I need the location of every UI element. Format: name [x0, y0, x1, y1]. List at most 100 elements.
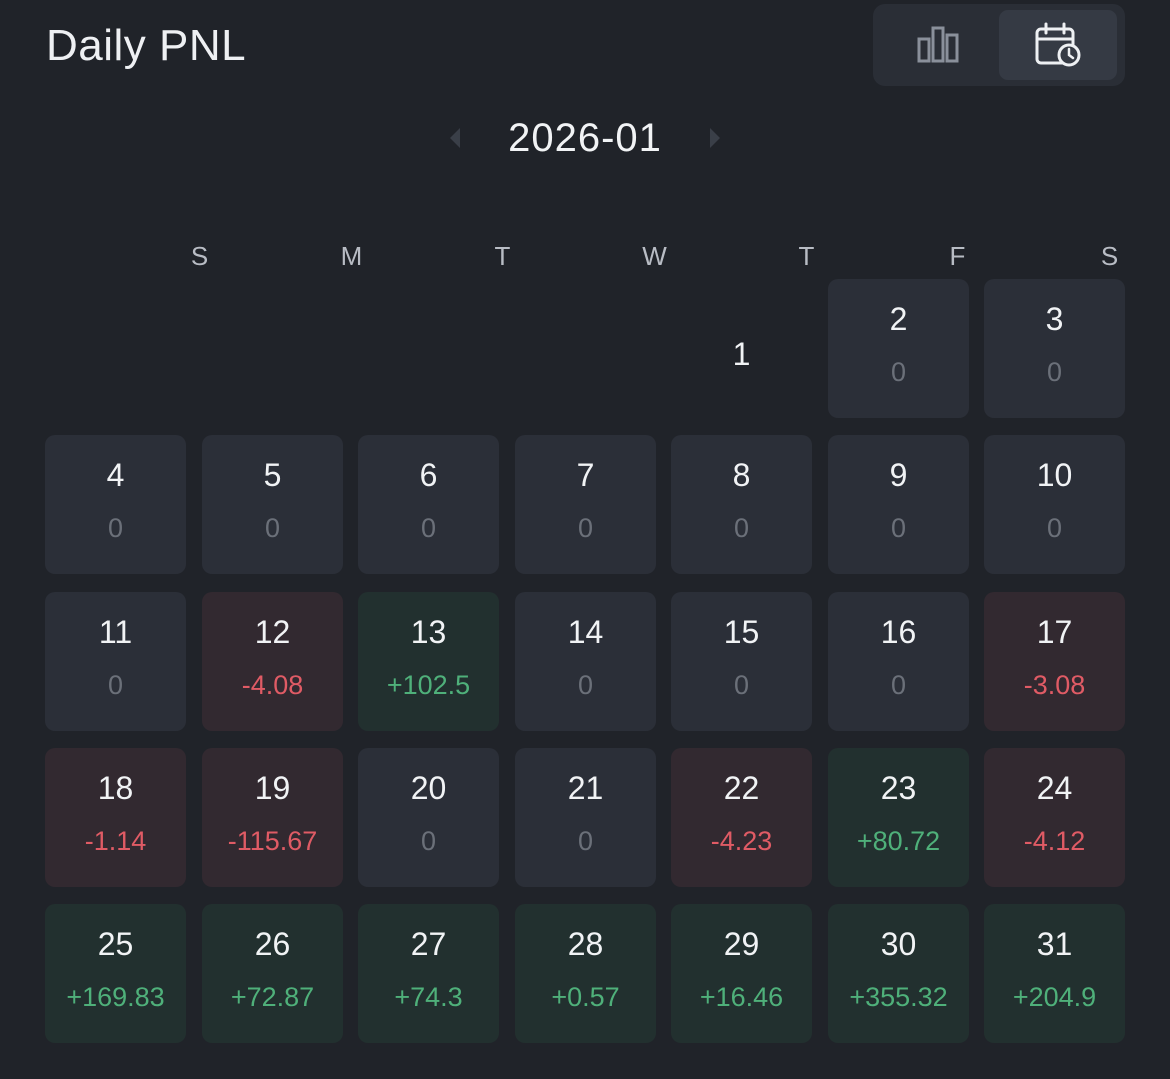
day-cell-24[interactable]: 24 -4.12	[984, 748, 1125, 887]
day-pnl-value: 0	[420, 513, 437, 543]
day-number: 19	[254, 770, 291, 806]
day-pnl-value: 0	[264, 513, 281, 543]
day-number: 14	[567, 614, 604, 650]
day-number: 25	[97, 926, 134, 962]
calendar-view-button[interactable]	[999, 10, 1117, 80]
month-navigator: 2026-01	[0, 110, 1170, 166]
weekday-wednesday: W	[642, 241, 667, 271]
day-cell-12[interactable]: 12 -4.08	[202, 592, 343, 731]
day-number: 3	[1045, 301, 1064, 337]
day-cell-22[interactable]: 22 -4.23	[671, 748, 812, 887]
weekday-sunday: S	[190, 241, 209, 271]
day-pnl-value: 0	[107, 670, 124, 700]
page-title: Daily PNL	[46, 21, 247, 70]
day-cell-20[interactable]: 20 0	[358, 748, 499, 887]
chart-view-button[interactable]	[879, 10, 997, 80]
day-cell-13[interactable]: 13 +102.5	[358, 592, 499, 731]
day-cell-1[interactable]: 1	[671, 279, 812, 418]
day-cell-19[interactable]: 19 -115.67	[202, 748, 343, 887]
day-pnl-value: -4.12	[1023, 826, 1086, 856]
day-cell-29[interactable]: 29 +16.46	[671, 904, 812, 1043]
day-number: 21	[567, 770, 604, 806]
day-pnl-value: -1.14	[84, 826, 147, 856]
day-number: 1	[732, 336, 751, 372]
day-number: 10	[1036, 457, 1073, 493]
day-cell-16[interactable]: 16 0	[828, 592, 969, 731]
day-number: 17	[1036, 614, 1073, 650]
view-toggle	[873, 4, 1125, 86]
day-number: 15	[723, 614, 760, 650]
day-pnl-value: -4.23	[710, 826, 773, 856]
weekday-monday: M	[340, 241, 363, 271]
prev-month-button[interactable]	[446, 126, 462, 150]
day-cell-18[interactable]: 18 -1.14	[45, 748, 186, 887]
weekday-tuesday: T	[494, 241, 511, 271]
day-pnl-value: 0	[890, 357, 907, 387]
weekday-thursday: T	[798, 241, 815, 271]
weekday-saturday: S	[1100, 241, 1119, 271]
day-pnl-value: -115.67	[227, 826, 318, 856]
day-pnl-value: 0	[1046, 513, 1063, 543]
day-pnl-value: +0.57	[551, 982, 620, 1012]
day-pnl-value: 0	[577, 513, 594, 543]
day-pnl-value: +169.83	[66, 982, 165, 1012]
day-pnl-value: 0	[890, 670, 907, 700]
day-cell-21[interactable]: 21 0	[515, 748, 656, 887]
day-cell-27[interactable]: 27 +74.3	[358, 904, 499, 1043]
day-cell-15[interactable]: 15 0	[671, 592, 812, 731]
chevron-right-icon	[710, 128, 720, 148]
day-pnl-value: -3.08	[1023, 670, 1086, 700]
day-pnl-value: 0	[733, 670, 750, 700]
day-number: 13	[410, 614, 447, 650]
day-number: 28	[567, 926, 604, 962]
day-cell-17[interactable]: 17 -3.08	[984, 592, 1125, 731]
day-pnl-value: +74.3	[394, 982, 463, 1012]
day-number: 29	[723, 926, 760, 962]
day-number: 7	[576, 457, 595, 493]
day-cell-26[interactable]: 26 +72.87	[202, 904, 343, 1043]
day-cell-28[interactable]: 28 +0.57	[515, 904, 656, 1043]
day-cell-30[interactable]: 30 +355.32	[828, 904, 969, 1043]
day-pnl-value: +102.5	[386, 670, 471, 700]
next-month-button[interactable]	[708, 126, 724, 150]
day-pnl-value: 0	[733, 513, 750, 543]
day-cell-10[interactable]: 10 0	[984, 435, 1125, 574]
day-number: 26	[254, 926, 291, 962]
calendar-clock-icon	[1035, 22, 1081, 67]
day-cell-31[interactable]: 31 +204.9	[984, 904, 1125, 1043]
day-number: 27	[410, 926, 447, 962]
day-number: 24	[1036, 770, 1073, 806]
day-cell-25[interactable]: 25 +169.83	[45, 904, 186, 1043]
day-number: 23	[880, 770, 917, 806]
day-cell-23[interactable]: 23 +80.72	[828, 748, 969, 887]
bar-chart-icon	[917, 26, 959, 63]
day-number: 6	[419, 457, 438, 493]
day-number: 30	[880, 926, 917, 962]
month-label: 2026-01	[508, 116, 662, 160]
weekday-header: S M T W T F S	[45, 236, 1125, 276]
day-number: 22	[723, 770, 760, 806]
day-pnl-value: +72.87	[230, 982, 315, 1012]
day-number: 2	[889, 301, 908, 337]
day-number: 8	[732, 457, 751, 493]
day-number: 12	[254, 614, 291, 650]
day-pnl-value: 0	[107, 513, 124, 543]
day-pnl-value: +16.46	[699, 982, 784, 1012]
day-number: 5	[263, 457, 282, 493]
day-pnl-value: 0	[420, 826, 437, 856]
day-pnl-value: 0	[577, 670, 594, 700]
day-pnl-value: 0	[890, 513, 907, 543]
day-cell-11[interactable]: 11 0	[45, 592, 186, 731]
day-pnl-value: +80.72	[856, 826, 941, 856]
day-number: 20	[410, 770, 447, 806]
day-cell-14[interactable]: 14 0	[515, 592, 656, 731]
day-pnl-value: +204.9	[1012, 982, 1097, 1012]
